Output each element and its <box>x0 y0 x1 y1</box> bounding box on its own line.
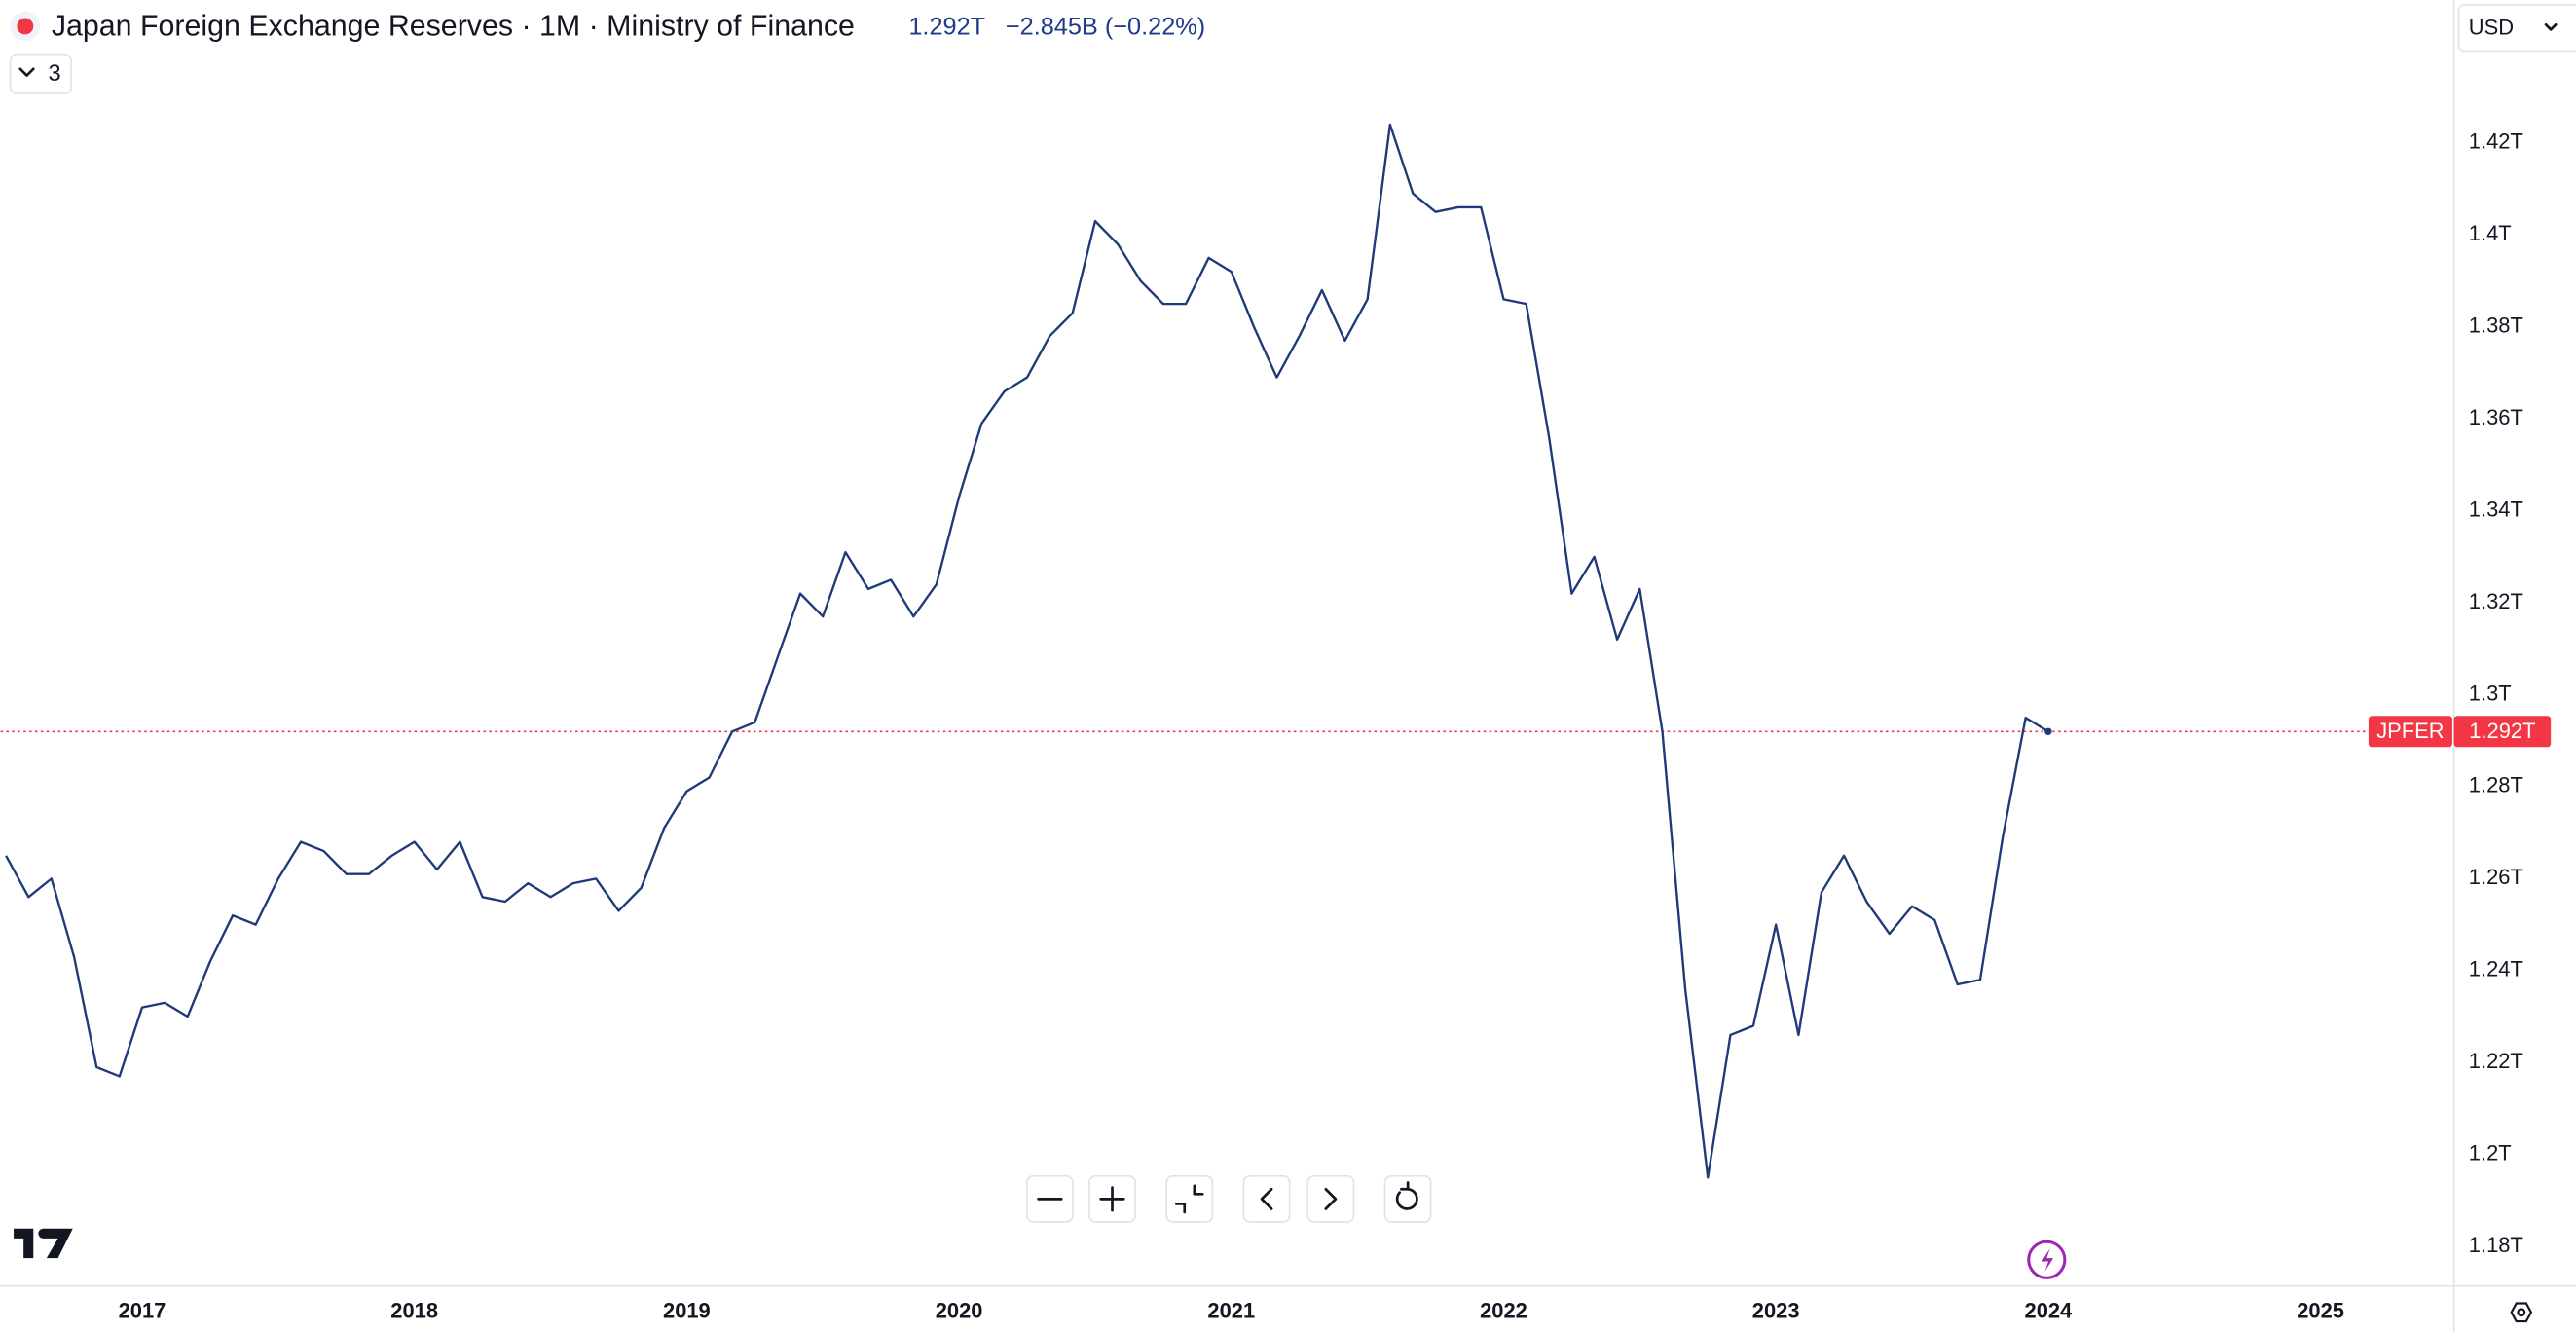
event-icon <box>2042 1247 2054 1272</box>
series-tag-bg <box>2368 716 2452 748</box>
icon <box>1395 1181 1418 1210</box>
x-tick-label: 2019 <box>663 1299 711 1323</box>
series-tag: JPFER <box>2376 719 2444 743</box>
scroll-right-button[interactable] <box>1306 1174 1355 1223</box>
price-tag-bg <box>2453 716 2552 748</box>
x-tick-label: 2017 <box>119 1299 166 1323</box>
indicators-box <box>9 53 72 94</box>
events-button[interactable] <box>2027 1240 2067 1279</box>
chart-title: Japan Foreign Exchange Reserves · 1M · M… <box>52 11 855 43</box>
x-tick-label: 2023 <box>1752 1299 1800 1323</box>
y-tick-label: 1.3T <box>2469 681 2512 705</box>
change: −2.845B (−0.22%) <box>1006 13 1205 40</box>
icon <box>1099 1186 1125 1212</box>
y-tick-label: 1.42T <box>2469 130 2523 154</box>
chevron <box>2544 22 2558 31</box>
y-tick-label: 1.36T <box>2469 405 2523 429</box>
y-tick-label: 1.38T <box>2469 314 2523 338</box>
zoom-out-button[interactable] <box>1025 1174 1074 1223</box>
y-tick-label: 1.4T <box>2469 221 2512 245</box>
currency-select[interactable]: USD <box>2457 4 2576 53</box>
reset-chart-button[interactable] <box>1383 1174 1432 1223</box>
y-tick-label: 1.24T <box>2469 957 2523 981</box>
y-tick-label: 1.34T <box>2469 497 2523 521</box>
last-value: 1.292T <box>908 13 985 40</box>
button-bg <box>1306 1174 1355 1223</box>
plot: 1.18T 1.2T 1.22T 1.24T 1.26T 1.28T 1.3T 1.32T 1.… <box>0 123 2523 1323</box>
price-tag: 1.292T <box>2469 719 2535 743</box>
zoom-in-button[interactable] <box>1088 1174 1136 1223</box>
y-tick-label: 1.2T <box>2469 1141 2512 1166</box>
y-tick-label: 1.18T <box>2469 1233 2523 1257</box>
y-tick-label: 1.26T <box>2469 865 2523 889</box>
icon <box>1260 1187 1273 1210</box>
indicators-count: 3 <box>48 61 60 87</box>
series-line <box>5 123 2049 1179</box>
button-bg <box>1383 1174 1432 1223</box>
y-tick-label: 1.22T <box>2469 1049 2523 1073</box>
x-tick-label: 2022 <box>1480 1299 1527 1323</box>
indicators-toggle[interactable]: 3 <box>9 53 72 94</box>
y-tick-label: 1.28T <box>2469 773 2523 797</box>
logo-dot <box>38 1228 49 1239</box>
logo-shape <box>14 1228 73 1259</box>
logo[interactable] <box>14 1228 73 1259</box>
button-bg <box>1165 1174 1214 1223</box>
reset-scale-button[interactable] <box>1165 1174 1214 1223</box>
scroll-left-button[interactable] <box>1242 1174 1291 1223</box>
x-tick-label: 2024 <box>2025 1299 2074 1323</box>
button-bg <box>1242 1174 1291 1223</box>
currency-box <box>2457 4 2576 53</box>
icon <box>1324 1187 1338 1210</box>
x-tick-label: 2018 <box>390 1299 438 1323</box>
settings-center <box>2517 1308 2526 1317</box>
y-tick-label: 1.32T <box>2469 589 2523 613</box>
status-dot <box>17 18 34 35</box>
x-tick-label: 2021 <box>1207 1299 1255 1323</box>
settings-icon <box>2510 1302 2533 1323</box>
x-tick-label: 2020 <box>936 1299 983 1323</box>
last-point <box>2044 727 2052 735</box>
x-tick-label: 2025 <box>2297 1299 2344 1323</box>
chevron <box>18 67 35 77</box>
settings-button[interactable] <box>2510 1302 2533 1323</box>
currency: USD <box>2469 15 2514 39</box>
icon <box>1174 1184 1204 1214</box>
